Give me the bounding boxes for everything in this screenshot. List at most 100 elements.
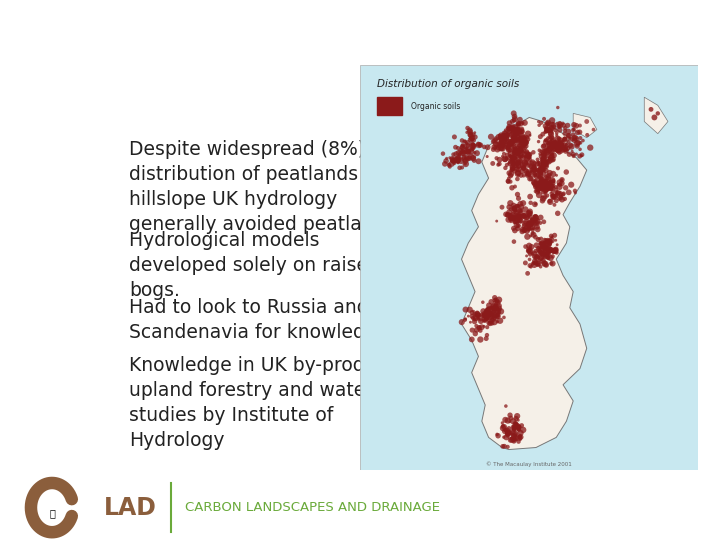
Point	[548, 193, 559, 202]
Point	[536, 178, 547, 187]
Point	[510, 212, 521, 220]
Point	[538, 156, 549, 164]
Point	[533, 137, 544, 146]
Point	[462, 154, 473, 163]
Point	[467, 139, 478, 148]
Point	[544, 247, 556, 255]
Point	[554, 138, 565, 147]
Point	[535, 243, 546, 252]
Point	[508, 436, 519, 444]
Point	[520, 242, 531, 251]
Point	[562, 121, 573, 130]
Point	[538, 147, 549, 156]
Point	[527, 226, 539, 234]
Point	[545, 254, 557, 262]
Point	[531, 159, 543, 168]
Point	[543, 171, 554, 180]
Point	[559, 126, 571, 135]
Point	[542, 119, 554, 128]
Point	[467, 307, 479, 315]
Point	[509, 114, 521, 123]
Point	[502, 143, 513, 152]
Point	[546, 246, 557, 254]
Point	[506, 138, 518, 146]
Point	[505, 152, 516, 161]
Point	[500, 134, 512, 143]
Point	[490, 312, 502, 320]
Point	[487, 313, 499, 321]
Point	[498, 442, 510, 450]
Point	[460, 305, 472, 314]
Point	[527, 259, 539, 268]
Point	[567, 126, 579, 134]
Point	[495, 307, 507, 316]
Point	[516, 136, 527, 145]
Point	[557, 145, 569, 154]
Point	[495, 131, 507, 140]
Point	[523, 221, 534, 230]
Point	[495, 139, 507, 147]
Point	[510, 158, 521, 167]
Point	[575, 134, 586, 143]
Point	[541, 249, 553, 258]
Point	[461, 144, 472, 153]
Point	[549, 200, 560, 209]
Point	[570, 150, 582, 158]
Point	[546, 184, 558, 192]
Point	[512, 212, 523, 220]
Point	[548, 151, 559, 160]
Point	[508, 146, 519, 154]
Point	[536, 163, 548, 172]
Point	[450, 143, 462, 152]
Point	[488, 314, 500, 323]
Point	[472, 309, 483, 318]
Point	[537, 194, 549, 203]
Point	[460, 160, 472, 168]
Point	[523, 241, 535, 250]
Point	[544, 245, 556, 254]
Point	[485, 309, 496, 318]
Point	[444, 163, 456, 171]
Point	[514, 116, 526, 124]
Point	[459, 159, 471, 168]
Point	[533, 246, 544, 254]
Point	[563, 131, 575, 140]
Point	[523, 208, 534, 217]
Point	[542, 173, 554, 181]
Point	[490, 308, 502, 316]
Point	[492, 308, 504, 317]
Point	[552, 164, 564, 173]
Point	[522, 130, 534, 138]
Point	[455, 157, 467, 165]
Point	[556, 138, 567, 147]
Point	[474, 323, 485, 332]
Point	[552, 119, 563, 127]
Point	[538, 151, 549, 159]
Point	[539, 150, 550, 158]
Point	[490, 295, 501, 303]
Point	[505, 156, 517, 165]
Point	[455, 146, 467, 155]
Point	[530, 180, 541, 188]
Point	[516, 147, 527, 156]
Point	[544, 128, 556, 137]
Point	[543, 144, 554, 153]
Point	[567, 135, 578, 144]
Point	[494, 305, 505, 314]
Point	[570, 186, 581, 195]
Point	[466, 335, 477, 344]
Point	[538, 248, 549, 257]
Point	[532, 225, 544, 234]
Point	[508, 129, 520, 137]
Point	[538, 166, 549, 174]
Point	[526, 174, 537, 183]
Point	[519, 151, 531, 159]
Point	[513, 119, 525, 128]
Point	[506, 165, 518, 174]
Point	[575, 122, 586, 130]
Point	[510, 435, 521, 444]
Point	[480, 311, 491, 320]
Point	[482, 305, 494, 313]
Point	[538, 177, 549, 185]
Point	[499, 135, 510, 144]
